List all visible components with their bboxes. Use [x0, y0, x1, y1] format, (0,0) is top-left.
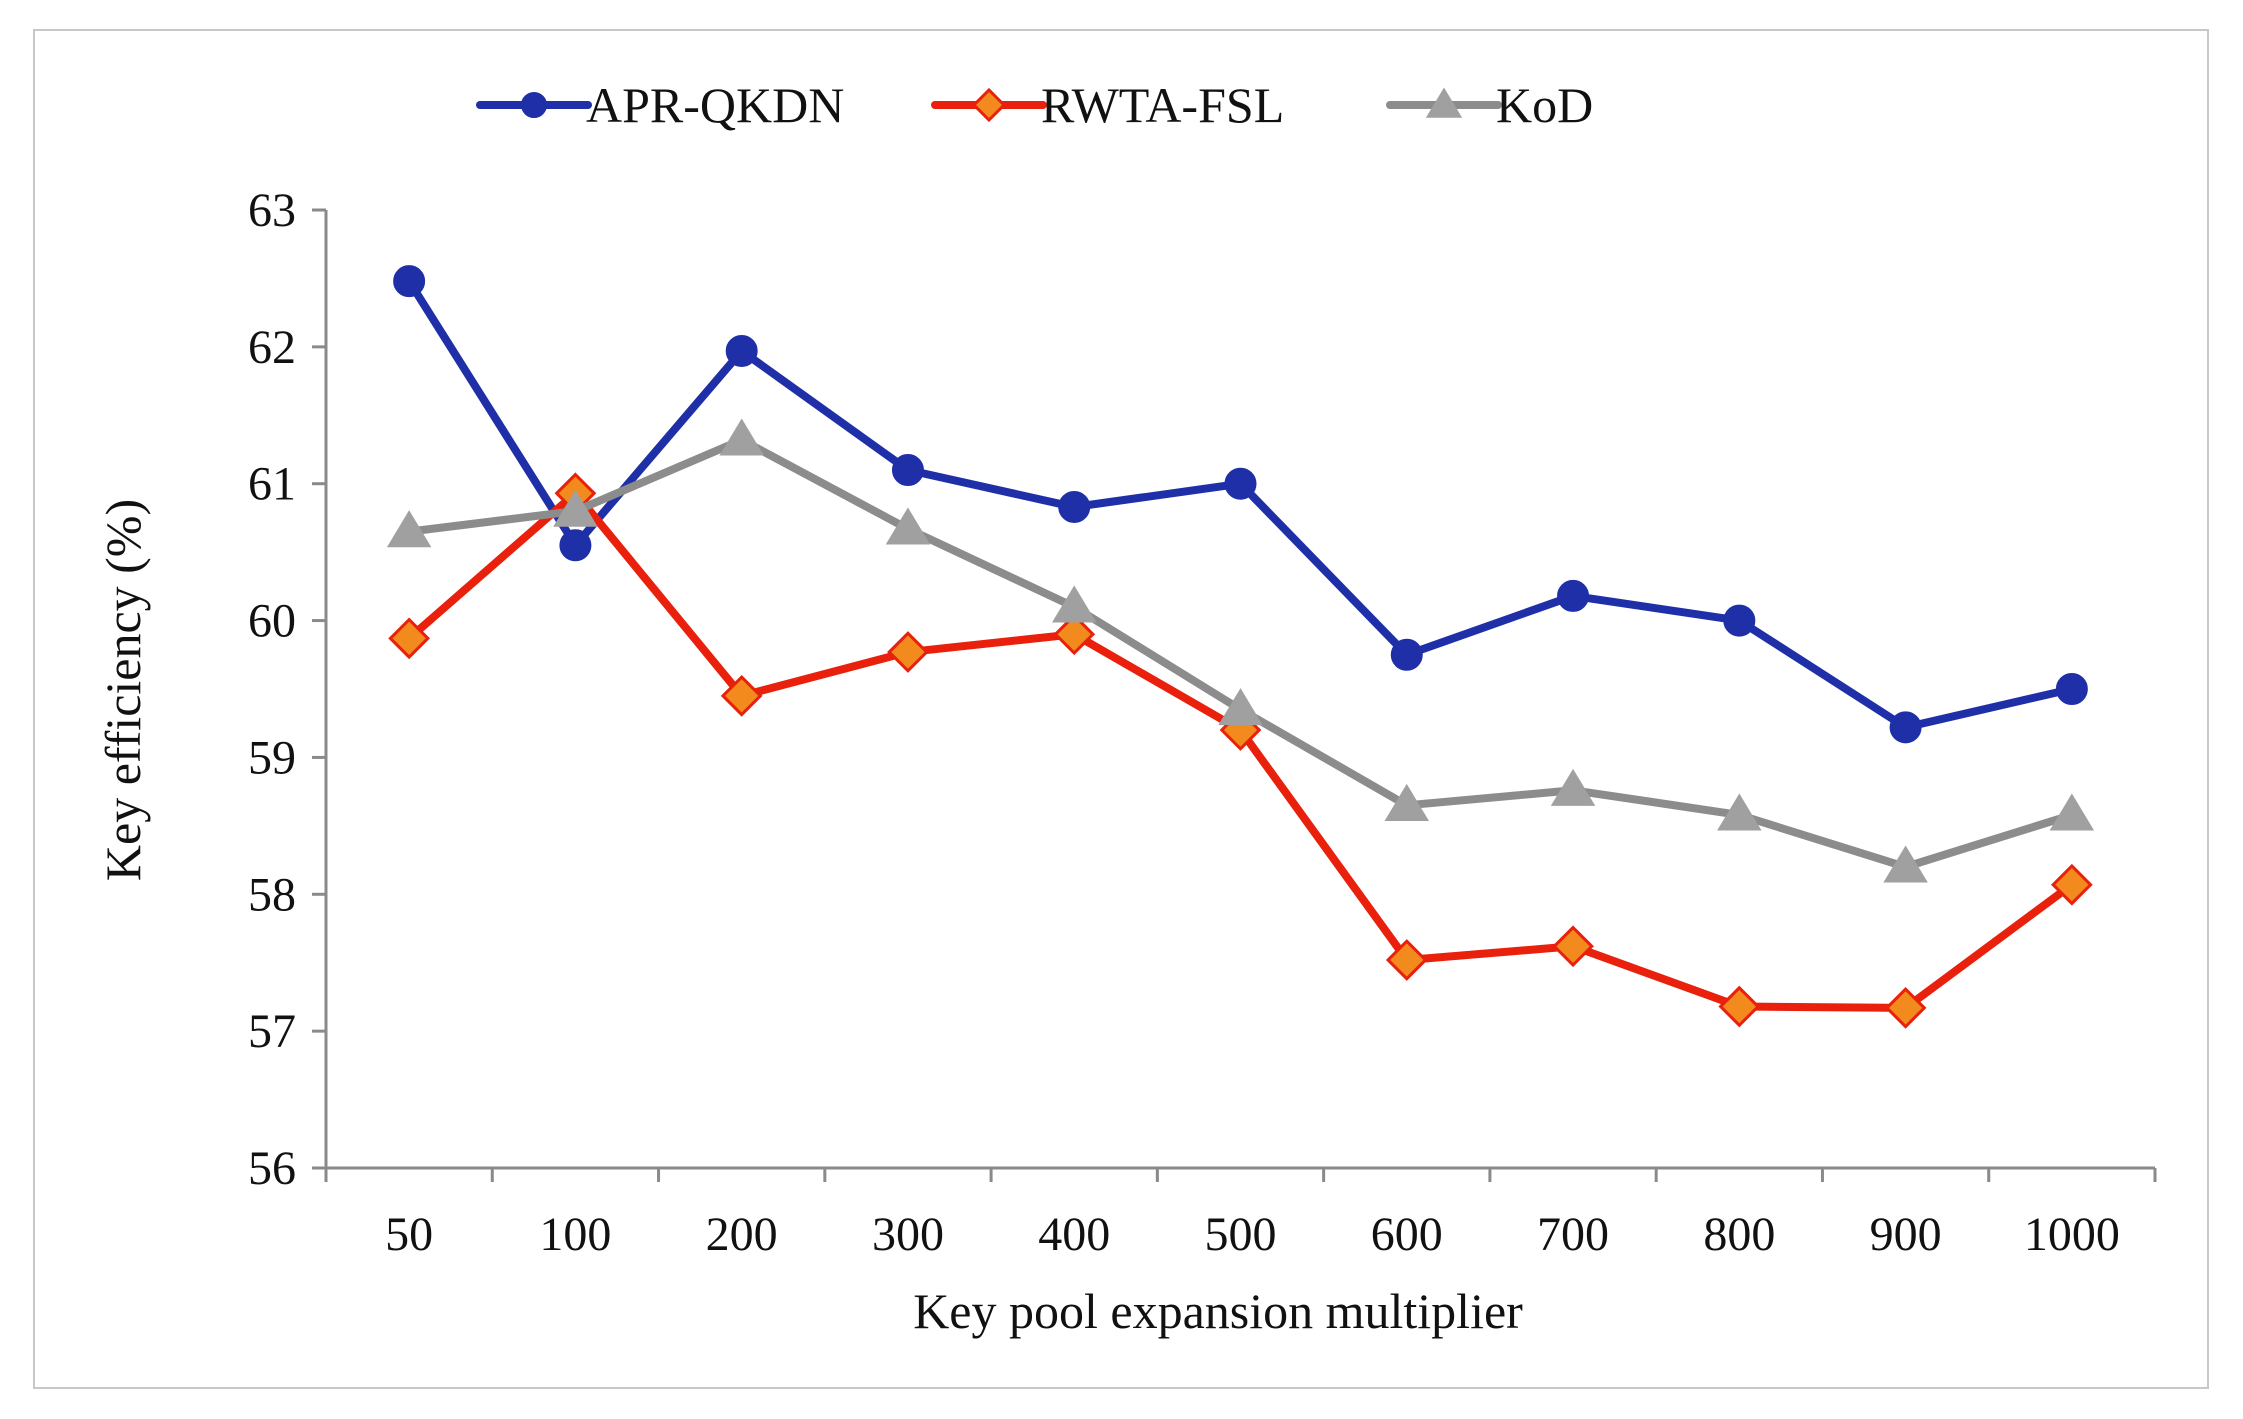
data-point-apr-qkdn: [1889, 711, 1922, 744]
data-point-rwta-fsl: [720, 674, 763, 717]
x-tick-label: 700: [1537, 1208, 1609, 1261]
data-point-kod: [1218, 688, 1263, 726]
series-kod: [386, 418, 2095, 883]
data-point-kod: [1883, 845, 1928, 883]
data-point-kod: [1384, 783, 1430, 821]
legend-marker: [1425, 87, 1463, 118]
data-point-rwta-fsl: [1718, 985, 1761, 1028]
data-point-apr-qkdn: [1058, 490, 1091, 523]
data-point-apr-qkdn: [891, 454, 924, 487]
data-point-kod: [719, 418, 764, 456]
data-point-kod: [1051, 585, 1097, 623]
data-point-apr-qkdn: [393, 265, 426, 298]
legend-label: APR-QKDN: [586, 77, 844, 133]
data-point-rwta-fsl: [2050, 863, 2093, 906]
data-point-apr-qkdn: [1723, 604, 1756, 637]
y-tick-label: 62: [248, 321, 296, 374]
x-tick-label: 800: [1703, 1208, 1775, 1261]
legend-label: KoD: [1496, 77, 1593, 133]
x-tick-label: 900: [1870, 1208, 1942, 1261]
y-tick-label: 60: [248, 595, 296, 648]
x-tick-label: 600: [1371, 1208, 1443, 1261]
data-point-apr-qkdn: [1390, 638, 1423, 671]
data-point-kod: [386, 510, 432, 548]
x-axis-title: Key pool expansion multiplier: [913, 1283, 1523, 1339]
data-point-kod: [885, 507, 931, 545]
y-axis-title: Key efficiency (%): [95, 499, 151, 881]
x-tick-label: 500: [1205, 1208, 1277, 1261]
x-tick-label: 100: [539, 1208, 611, 1261]
legend-item-rwta-fsl: RWTA-FSL: [931, 77, 1284, 133]
data-point-apr-qkdn: [2055, 673, 2088, 705]
x-tick-label: 400: [1038, 1208, 1110, 1261]
data-point-apr-qkdn: [559, 529, 592, 562]
y-tick-label: 58: [248, 868, 296, 921]
legend-label: RWTA-FSL: [1041, 77, 1284, 133]
figure-border: [33, 29, 2209, 1389]
data-point-kod: [1717, 793, 1762, 831]
data-point-rwta-fsl: [1053, 613, 1096, 656]
x-tick-label: 50: [385, 1208, 433, 1261]
data-point-rwta-fsl: [887, 631, 929, 673]
legend-item-kod: KoD: [1386, 77, 1593, 133]
y-tick-label: 63: [248, 184, 296, 237]
data-point-rwta-fsl: [1884, 987, 1927, 1029]
data-point-apr-qkdn: [725, 334, 758, 367]
legend: APR-QKDN RWTA-FSL KoD: [476, 77, 1593, 133]
legend-item-apr-qkdn: APR-QKDN: [476, 77, 844, 133]
y-tick-label: 56: [248, 1142, 296, 1195]
y-tick-label: 59: [248, 731, 296, 784]
data-point-rwta-fsl: [388, 617, 431, 660]
x-tick-label: 300: [872, 1208, 944, 1261]
data-point-apr-qkdn: [1224, 467, 1257, 500]
legend-marker: [521, 92, 547, 118]
series-layer: [386, 265, 2095, 1029]
x-tick-label: 200: [706, 1208, 778, 1261]
series-apr-qkdn: [393, 265, 2088, 744]
y-tick-label: 57: [248, 1005, 296, 1058]
y-tick-label: 61: [248, 458, 296, 511]
x-tick-label: 1000: [2024, 1208, 2120, 1261]
x-axis-ticks: 50 100 200 300 400 500 600 700 800 900 1000: [324, 1168, 2157, 1261]
data-point-rwta-fsl: [1552, 925, 1594, 968]
legend-marker: [971, 87, 1007, 123]
data-point-kod: [2049, 793, 2095, 831]
y-axis-ticks: 56 57 58 59 60 61 62 63: [248, 184, 326, 1195]
data-point-kod: [1550, 768, 1596, 806]
data-point-kod: [553, 489, 598, 527]
data-point-apr-qkdn: [1557, 579, 1590, 612]
data-point-rwta-fsl: [1385, 939, 1428, 981]
